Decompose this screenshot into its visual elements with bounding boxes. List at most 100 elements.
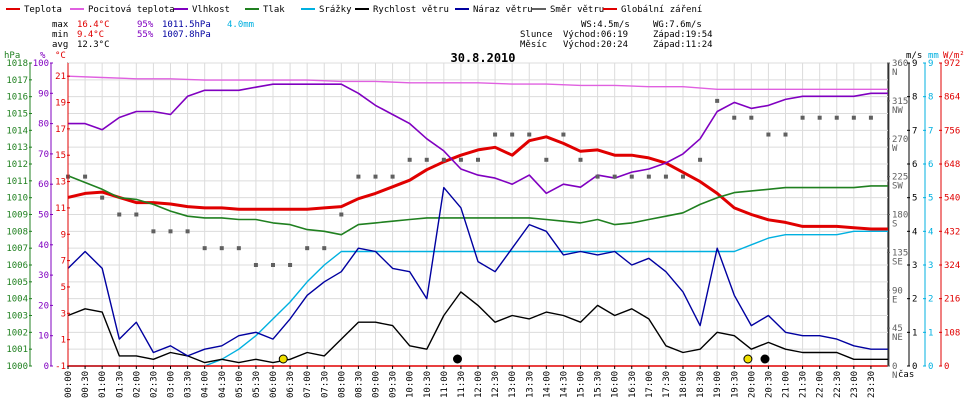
time-tick-label: 14:00 bbox=[542, 371, 552, 398]
moon-label: Měsíc bbox=[520, 40, 547, 50]
wind-direction-point bbox=[134, 212, 139, 217]
sun-label: Slunce bbox=[520, 30, 553, 40]
axis-unit-ms: m/s bbox=[906, 51, 922, 61]
rain-tick-label: 8 bbox=[928, 93, 933, 103]
time-tick-label: 23:00 bbox=[850, 371, 860, 398]
time-tick-label: 13:30 bbox=[525, 371, 535, 398]
pressure-tick-label: 1006 bbox=[6, 261, 28, 271]
axis-unit-pct: % bbox=[40, 51, 46, 61]
wind-speed-tick-label: 2 bbox=[912, 295, 917, 305]
time-tick-label: 01:00 bbox=[98, 371, 108, 398]
stats-max-hum: 95% bbox=[137, 20, 154, 30]
time-tick-label: 09:30 bbox=[389, 371, 399, 398]
humidity-tick-label: 30 bbox=[38, 271, 49, 281]
pressure-tick-label: 1001 bbox=[6, 345, 28, 355]
wind-direction-point bbox=[663, 174, 668, 179]
temperature-tick-label: 3 bbox=[61, 309, 66, 319]
time-tick-label: 07:00 bbox=[303, 371, 313, 398]
wind-direction-point bbox=[715, 98, 720, 103]
rain-tick-label: 3 bbox=[928, 261, 933, 271]
time-tick-label: 05:00 bbox=[235, 371, 245, 398]
temperature-tick-label: 13 bbox=[55, 178, 66, 188]
sun-set: Západ:19:54 bbox=[653, 30, 713, 40]
direction-cardinal-label: N bbox=[892, 371, 897, 381]
temperature-tick-label: -1 bbox=[55, 362, 66, 372]
time-tick-label: 08:30 bbox=[354, 371, 364, 398]
temperature-tick-label: 9 bbox=[61, 230, 66, 240]
legend-label: Směr větru bbox=[550, 5, 604, 15]
humidity-tick-label: 50 bbox=[38, 211, 49, 221]
time-tick-label: 02:00 bbox=[132, 371, 142, 398]
wind-direction-point bbox=[458, 157, 463, 162]
sun-moon-info: WS:4.5m/s WG:7.6m/s Slunce Východ:06:19 … bbox=[520, 20, 713, 50]
time-tick-label: 21:00 bbox=[782, 371, 792, 398]
wind-gust-info: WG:7.6m/s bbox=[653, 20, 702, 30]
wind-direction-point bbox=[288, 263, 293, 267]
sun-moon-markers bbox=[278, 354, 770, 364]
direction-tick-label: 45 bbox=[892, 324, 903, 334]
wind-direction-point bbox=[476, 157, 480, 162]
time-tick-label: 06:00 bbox=[269, 371, 279, 398]
direction-tick-label: 180 bbox=[892, 211, 908, 221]
time-tick-label: 16:00 bbox=[611, 371, 621, 398]
wind-direction-point bbox=[236, 246, 241, 251]
wind-direction-point bbox=[185, 229, 190, 234]
wind-direction-point bbox=[817, 115, 822, 120]
radiation-tick-label: 756 bbox=[944, 126, 960, 136]
direction-tick-label: 360 bbox=[892, 59, 908, 69]
wind-direction-point bbox=[681, 174, 685, 179]
wind-speed-info: WS:4.5m/s bbox=[581, 20, 630, 30]
hum-series-line bbox=[68, 83, 888, 195]
wind-direction-point bbox=[766, 132, 771, 137]
wind-direction-point bbox=[749, 115, 754, 120]
stats-block: max 16.4°C 95% 1011.5hPa 4.0mm min 9.4°C… bbox=[52, 20, 254, 50]
time-tick-label: 04:00 bbox=[201, 371, 211, 398]
humidity-tick-label: 90 bbox=[38, 89, 49, 99]
pressure-tick-label: 1014 bbox=[6, 126, 28, 136]
pressure-tick-label: 1018 bbox=[6, 59, 28, 69]
pressure-tick-label: 1003 bbox=[6, 312, 28, 322]
time-tick-label: 12:30 bbox=[491, 371, 501, 398]
time-tick-label: 10:00 bbox=[406, 371, 416, 398]
humidity-tick-label: 80 bbox=[38, 120, 49, 130]
pressure-tick-label: 1011 bbox=[6, 177, 28, 187]
pressure-tick-label: 1012 bbox=[6, 160, 28, 170]
rain-tick-label: 5 bbox=[928, 194, 933, 204]
axis-unit-wm2: W/m² bbox=[943, 51, 965, 61]
sunset-marker bbox=[743, 354, 753, 364]
wind-direction-point bbox=[544, 157, 549, 162]
legend-label: Vlhkost bbox=[192, 5, 230, 15]
time-tick-label: 22:00 bbox=[816, 371, 826, 398]
wind-direction-point bbox=[646, 174, 651, 179]
pressure-tick-label: 1017 bbox=[6, 76, 28, 86]
direction-tick-label: 0 bbox=[892, 362, 897, 372]
wind-direction-point bbox=[202, 246, 207, 251]
axis-unit-mm: mm bbox=[928, 51, 939, 61]
pressure-tick-label: 1009 bbox=[6, 211, 28, 221]
stats-min-hum: 55% bbox=[137, 30, 154, 40]
legend-label: Náraz větru bbox=[473, 5, 533, 15]
rain-tick-label: 6 bbox=[928, 160, 933, 170]
pressure-tick-label: 1005 bbox=[6, 278, 28, 288]
axis-unit-hpa: hPa bbox=[4, 51, 20, 61]
radiation-tick-label: 216 bbox=[944, 295, 960, 305]
pressure-tick-label: 1000 bbox=[6, 362, 28, 372]
radiation-tick-label: 972 bbox=[944, 59, 960, 69]
wind-direction-point bbox=[322, 246, 327, 251]
wind-direction-point bbox=[100, 195, 105, 200]
wind-speed-tick-label: 8 bbox=[912, 93, 917, 103]
rain-tick-label: 2 bbox=[928, 295, 933, 305]
axes-layer: 1000100110021003100410051006100710081009… bbox=[6, 59, 960, 398]
wind-direction-point bbox=[253, 263, 258, 267]
moon-set: Západ:11:24 bbox=[653, 40, 713, 50]
time-tick-label: 11:00 bbox=[440, 371, 450, 398]
stats-min-press: 1007.8hPa bbox=[162, 30, 211, 40]
time-tick-label: 02:30 bbox=[149, 371, 159, 398]
temperature-tick-label: 11 bbox=[55, 204, 66, 214]
stats-max-press: 1011.5hPa bbox=[162, 20, 211, 30]
wind-speed-tick-label: 4 bbox=[912, 227, 917, 237]
radiation-tick-label: 648 bbox=[944, 160, 960, 170]
wind-direction-point bbox=[800, 115, 805, 120]
humidity-tick-label: 0 bbox=[44, 362, 49, 372]
